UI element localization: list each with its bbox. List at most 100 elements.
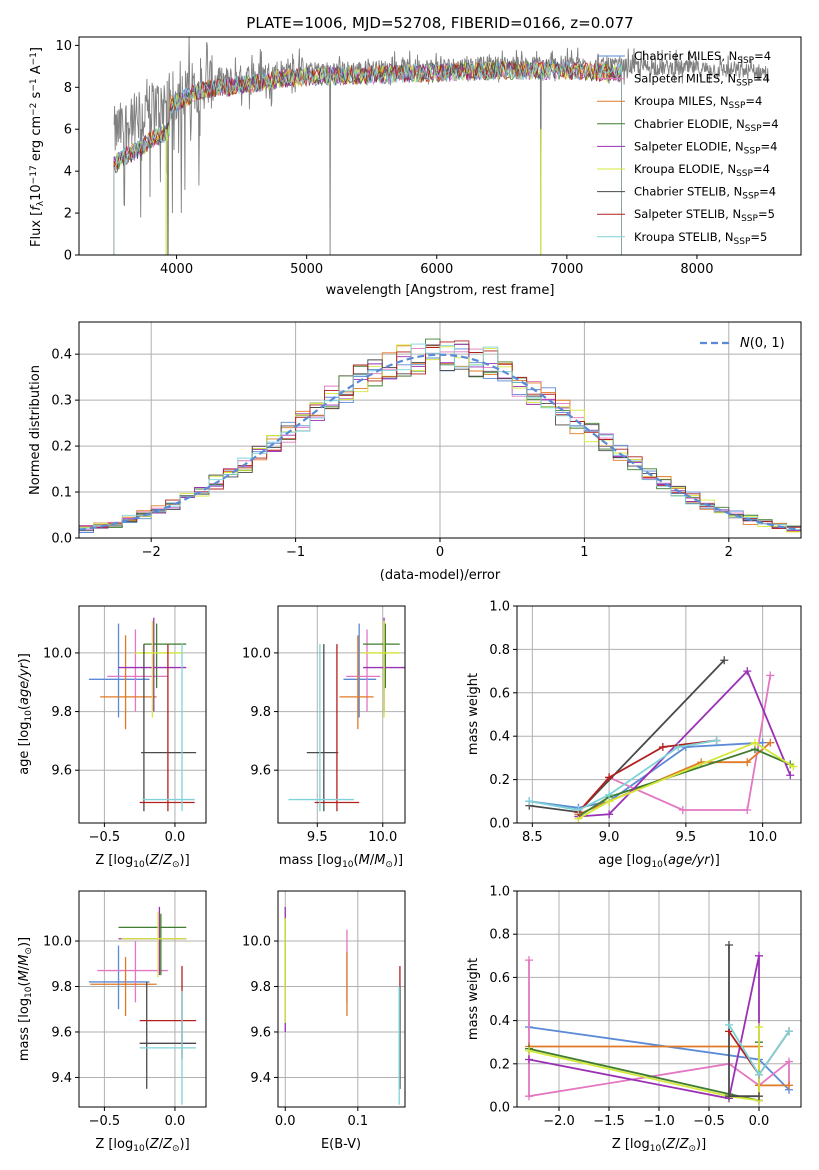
axes-mass_weight_vs_age: 8.5 9.0 9.5 10.0 0.0 0.2 0.4 0.6 0.8 1.0 age [log1… xyxy=(466,600,802,870)
y-tick-label: 10.0 xyxy=(43,935,72,950)
x-axis-label: age [log10(age/yr)] xyxy=(598,853,720,870)
series-marker-kroupa_miles xyxy=(785,1081,793,1090)
y-tick-label: 0.2 xyxy=(489,1057,510,1072)
y-tick-label: 6 xyxy=(64,123,72,138)
series-marker-chabrier_stelib xyxy=(725,941,733,949)
y-tick-label: 0.2 xyxy=(489,773,510,788)
y-tick-label: 9.6 xyxy=(250,1025,271,1040)
x-tick-label: 6000 xyxy=(420,262,453,277)
series-marker-kroupa_miles xyxy=(743,758,752,767)
y-tick-label: 0.0 xyxy=(489,817,510,832)
series-marker-salpeter_miles xyxy=(525,956,533,965)
series-marker-salpeter_miles xyxy=(743,805,752,814)
series-marker-kroupa_elodie xyxy=(525,1046,533,1055)
series-line-kroupa_elodie xyxy=(528,1027,760,1102)
legend-label-kroupa_elodie: Kroupa ELODIE, NSSP=4 xyxy=(634,162,770,179)
x-tick-label: 0.0 xyxy=(275,1114,296,1129)
series-line-salpeter_stelib xyxy=(577,739,717,813)
axes-mass_weight_vs_Z: −2.0 −1.5 −1.0 −0.5 0.0 0.0 0.2 0.4 0.6 0.8 1.0 Z [… xyxy=(466,885,802,1154)
figure-title: PLATE=1006, MJD=52708, FIBERID=0166, z=0… xyxy=(246,14,633,32)
y-tick-label: 4 xyxy=(64,165,72,180)
axes-frame xyxy=(78,605,207,824)
data-layer xyxy=(79,338,801,538)
model-spectrum-salpeter_elodie xyxy=(113,59,622,255)
legend: Chabrier MILES, NSSP=4 Salpeter MILES, NS… xyxy=(597,49,779,246)
y-axis-label: mass [log10(M/M⊙)] xyxy=(17,937,34,1061)
series-marker-salpeter_miles xyxy=(678,805,687,814)
series-line-chabrier_elodie xyxy=(577,748,791,818)
x-tick-label: 1 xyxy=(580,545,588,560)
x-axis-label: mass [log10(M/M⊙)] xyxy=(279,853,403,870)
y-tick-label: 0.1 xyxy=(51,486,72,501)
series-marker-salpeter_miles xyxy=(525,1092,533,1101)
axes-mass_vs_ebv: 0.0 0.1 9.4 9.6 9.8 10.0 E(B-V) xyxy=(242,890,406,1152)
y-tick-label: 0.4 xyxy=(51,348,72,363)
y-tick-label: 0.8 xyxy=(489,643,510,658)
axes-frame xyxy=(277,605,406,824)
axes-frame xyxy=(277,890,406,1108)
series-marker-salpeter_miles xyxy=(766,671,775,680)
series-marker-kroupa_miles xyxy=(766,738,775,747)
legend-label-chabrier_miles: Chabrier MILES, NSSP=4 xyxy=(634,49,771,66)
x-tick-label: 0.1 xyxy=(347,1114,368,1129)
x-axis-label: wavelength [Angstrom, rest frame] xyxy=(326,283,555,298)
x-tick-label: 0.0 xyxy=(749,1114,770,1129)
y-tick-label: 0.0 xyxy=(489,1101,510,1116)
legend-label-salpeter_elodie: Salpeter ELODIE, NSSP=4 xyxy=(634,139,777,156)
y-tick-label: 9.8 xyxy=(250,980,271,995)
x-tick-label: 4000 xyxy=(160,262,193,277)
series-marker-kroupa_stelib xyxy=(755,1070,763,1079)
x-axis-label: Z [log10(Z/Z⊙)] xyxy=(95,853,189,870)
data-layer xyxy=(525,656,798,823)
y-tick-label: 9.8 xyxy=(51,980,72,995)
y-tick-label: 1.0 xyxy=(489,600,510,615)
x-tick-label: 10.0 xyxy=(748,830,777,845)
x-axis-label: E(B-V) xyxy=(321,1137,361,1152)
legend-label-kroupa_miles: Kroupa MILES, NSSP=4 xyxy=(634,94,762,111)
axes-age_vs_Z: −0.5 0.0 9.6 9.8 10.0 Z [log10(Z/Z⊙)] age [log… xyxy=(17,605,207,870)
series-marker-salpeter_elodie xyxy=(786,771,795,780)
data-layer xyxy=(288,617,405,812)
series-marker-salpeter_elodie xyxy=(525,1055,533,1064)
axes-frame xyxy=(78,36,802,256)
legend-label-salpeter_miles: Salpeter MILES, NSSP=4 xyxy=(634,72,770,89)
x-tick-label: 8000 xyxy=(680,262,713,277)
series-marker-kroupa_stelib xyxy=(785,1027,793,1036)
series-marker-kroupa_elodie xyxy=(789,762,798,771)
legend-label-chabrier_stelib: Chabrier STELIB, NSSP=4 xyxy=(634,185,776,202)
series-marker-kroupa_stelib xyxy=(725,1020,733,1029)
series-line-chabrier_elodie xyxy=(528,1042,760,1102)
data-layer xyxy=(284,906,401,1105)
x-tick-label: −0.5 xyxy=(89,830,121,845)
data-layer xyxy=(88,617,197,812)
x-tick-label: 8.5 xyxy=(522,830,543,845)
series-line-salpeter_elodie xyxy=(578,669,792,818)
x-tick-label: 5000 xyxy=(290,262,323,277)
series-marker-salpeter_miles xyxy=(785,1057,793,1066)
y-tick-label: 2 xyxy=(64,207,72,222)
y-tick-label: 10.0 xyxy=(43,646,72,661)
series-marker-kroupa_elodie xyxy=(750,738,759,747)
legend-label-normal: N(0, 1) xyxy=(740,336,785,351)
y-tick-label: 0.0 xyxy=(51,532,72,547)
axes-age_vs_mass: 9.5 10.0 9.6 9.8 10.0 mass [log10(M/M⊙)] xyxy=(242,605,406,870)
y-tick-label: 9.6 xyxy=(250,764,271,779)
series-marker-kroupa_stelib xyxy=(712,736,721,745)
legend-label-salpeter_stelib: Salpeter STELIB, NSSP=5 xyxy=(634,207,775,224)
series-marker-chabrier_stelib xyxy=(725,1092,733,1101)
y-tick-label: 0.6 xyxy=(489,971,510,986)
series-marker-salpeter_elodie xyxy=(743,667,752,676)
y-tick-label: 9.8 xyxy=(51,705,72,720)
legend-label-kroupa_stelib: Kroupa STELIB, NSSP=5 xyxy=(634,230,767,247)
series-marker-chabrier_miles xyxy=(758,738,767,747)
normal-curve xyxy=(79,353,801,531)
data-layer xyxy=(525,941,793,1105)
axes-frame xyxy=(78,890,207,1108)
x-tick-label: −1.5 xyxy=(593,1114,625,1129)
model-spectrum-kroupa_stelib xyxy=(113,60,622,255)
x-tick-label: 9.5 xyxy=(676,830,697,845)
y-tick-label: 0 xyxy=(64,249,72,264)
series-marker-kroupa_elodie xyxy=(755,1023,763,1032)
